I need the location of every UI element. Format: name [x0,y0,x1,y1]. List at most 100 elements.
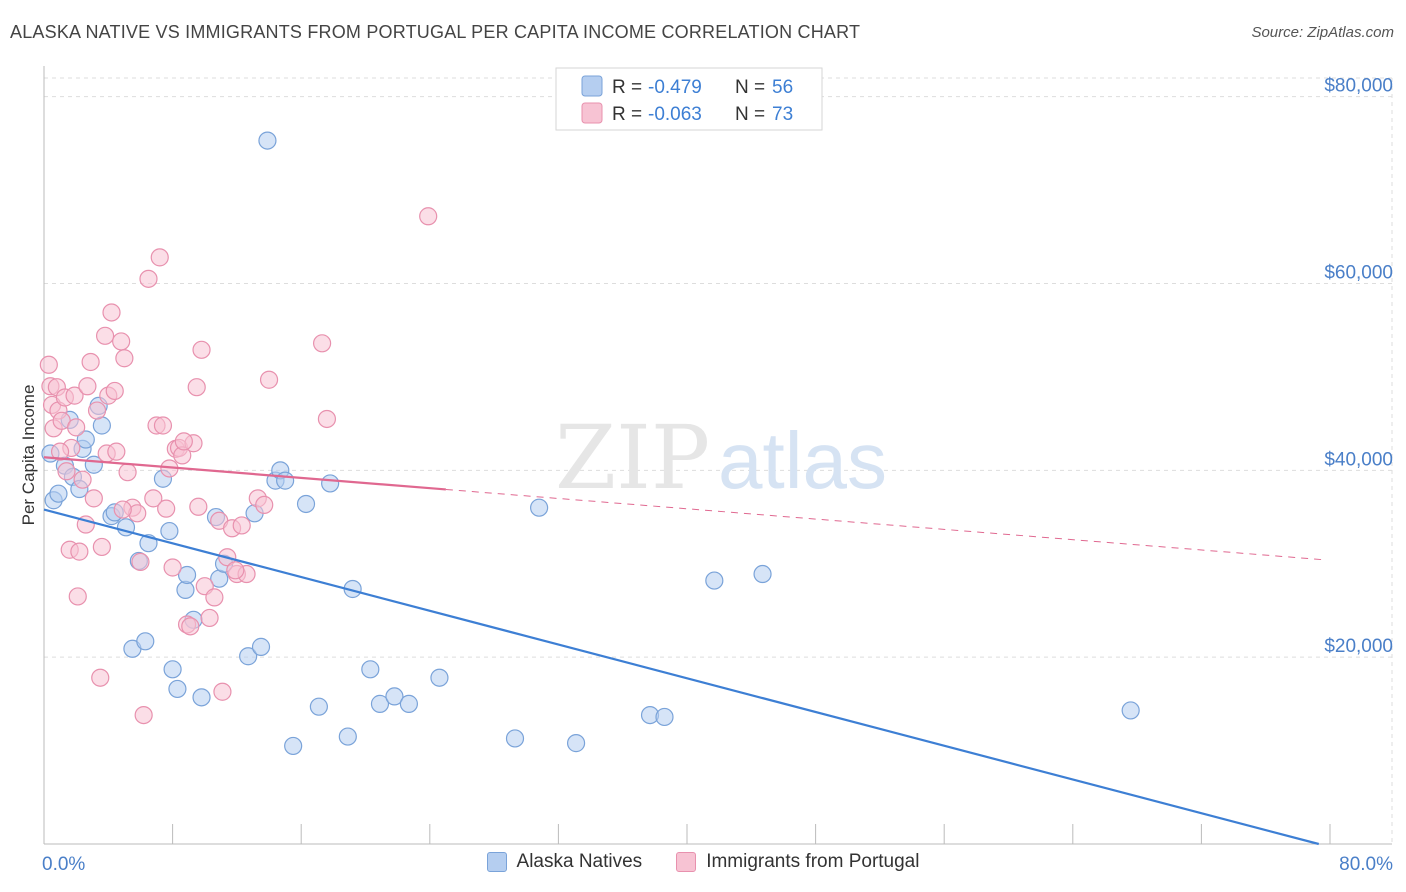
data-point-pink [213,682,232,701]
data-point-pink [118,463,137,482]
data-point-pink [105,381,124,401]
stats-swatch-pink [581,102,603,124]
legend-label-immigrants-from-portugal: Immigrants from Portugal [706,851,920,872]
series-immigrants-from-portugal [39,207,438,725]
series-legend: Alaska Natives Immigrants from Portugal [0,851,1406,873]
data-point-pink [113,500,132,519]
data-point-blue [338,727,357,746]
x-tick-label-min: 0.0% [42,854,85,875]
data-point-blue [76,430,95,449]
data-point-pink [157,499,176,518]
data-point-blue [505,729,525,748]
data-point-pink [200,608,219,628]
legend-item-immigrants-from-portugal[interactable]: Immigrants from Portugal [676,851,919,873]
y-tick-label: $80,000 [1324,76,1393,97]
y-axis-label: Per Capita Income [19,385,38,526]
watermark: ZIP atlas [555,406,887,509]
source-label: Source: ZipAtlas.com [1251,24,1394,41]
data-point-pink [70,542,89,561]
data-point-pink [205,588,224,607]
data-point-pink [67,418,86,437]
data-point-pink [92,537,111,557]
data-point-pink [259,370,279,389]
stats-n-value-pink: 73 [772,104,793,125]
data-point-blue [430,668,449,687]
data-point-pink [181,617,200,636]
data-point-pink [95,326,115,345]
data-point-pink [107,442,126,461]
data-point-pink [226,561,245,580]
trend-line-pink-dashed [445,488,1327,561]
legend-item-alaska-natives[interactable]: Alaska Natives [486,851,643,873]
data-point-blue [177,565,197,585]
x-tick-label-max: 80.0% [1339,854,1393,875]
data-point-pink [78,377,97,396]
data-point-pink [187,378,206,397]
data-point-pink [39,355,58,374]
data-point-blue [566,734,586,753]
data-point-blue [753,564,772,584]
data-point-pink [312,334,332,353]
stats-r-value-blue: -0.479 [648,77,702,98]
data-point-blue [399,694,419,713]
data-point-pink [84,489,103,508]
data-point-pink [131,552,150,571]
trend-line-pink-solid [43,456,446,491]
legend-swatch-pink [676,852,697,872]
stats-r-value-pink: -0.063 [648,104,702,125]
stats-n-value-blue: 56 [772,77,793,98]
data-point-pink [134,705,153,725]
data-point-blue [49,484,68,503]
data-point-blue [251,637,271,656]
data-point-blue [239,647,258,666]
data-point-pink [144,489,163,508]
data-point-blue [284,736,303,756]
stats-swatch-blue [581,75,603,97]
data-point-pink [139,269,158,288]
data-point-blue [655,707,674,727]
data-point-pink [112,332,131,351]
y-tick-label: $60,000 [1324,263,1393,284]
y-tick-label: $40,000 [1324,449,1393,470]
data-point-blue [1121,701,1140,720]
data-point-pink [232,516,251,535]
data-point-blue [530,498,549,517]
data-point-pink [102,303,121,322]
stats-legend: R = -0.479 N = 56 R = -0.063 N = 73 [555,67,823,131]
data-point-pink [81,352,100,372]
data-point-pink [91,668,110,687]
data-point-blue [385,687,404,706]
data-point-blue [309,697,328,716]
tick-labels: $20,000 $40,000 $60,000 $80,000 0.0% 80.0% [42,76,1393,875]
legend-label-alaska-natives: Alaska Natives [516,851,643,872]
data-point-blue [163,660,182,679]
data-point-blue [705,571,724,590]
data-point-pink [419,207,438,226]
trend-line-blue [43,508,1320,846]
data-point-pink [115,349,134,368]
watermark-atlas: atlas [718,416,887,505]
data-point-blue [176,580,195,600]
data-point-blue [361,660,380,679]
y-tick-label: $20,000 [1324,636,1393,657]
legend-swatch-blue [486,852,507,872]
trend-lines [43,456,1327,846]
data-point-pink [317,409,337,429]
data-point-pink [153,416,173,435]
data-point-blue [168,679,187,699]
data-point-blue [296,494,316,514]
data-point-pink [50,442,70,461]
data-point-pink [68,587,87,606]
data-point-pink [174,432,193,451]
data-point-blue [276,471,295,490]
data-point-blue [370,694,390,713]
data-point-pink [192,340,211,359]
data-point-pink [65,386,84,405]
data-point-blue [192,688,211,707]
data-point-pink [150,248,169,267]
stats-n-label-pink: N = [735,104,765,125]
data-point-pink [87,401,107,420]
stats-n-label-blue: N = [735,77,765,98]
data-point-pink [57,462,76,481]
